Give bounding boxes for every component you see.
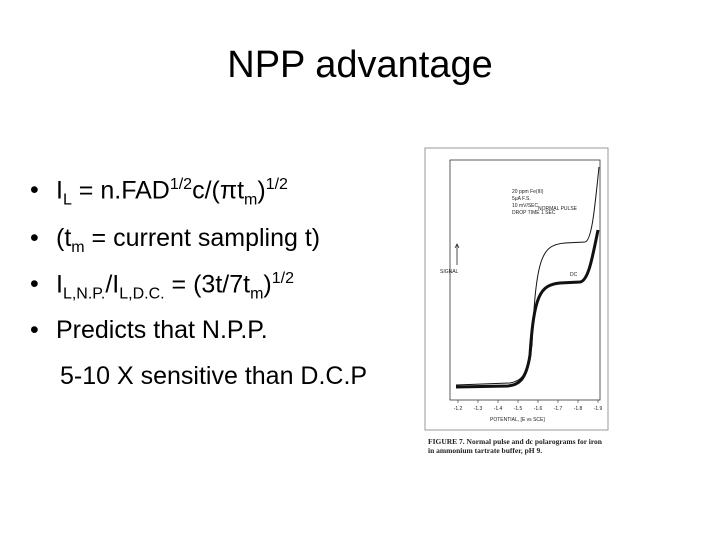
x-tick-label: -1.5 xyxy=(514,406,523,412)
x-tick-label: -1.2 xyxy=(454,406,463,412)
bullet-text: Predicts that N.P.P. xyxy=(56,316,268,344)
bullet: • IL = n.FAD1/2c/(πtm)1/2 xyxy=(30,176,288,209)
condition: 10 mV/SEC xyxy=(512,203,539,209)
condition: DROP TIME 1 SEC xyxy=(512,210,556,216)
bullet-text: (t xyxy=(56,224,72,252)
bullet-text: L,N.P. xyxy=(62,285,106,303)
bullet-dot: • xyxy=(30,176,39,205)
bullet-text: I xyxy=(56,270,63,299)
bullet-text: 1/2 xyxy=(169,176,193,193)
x-axis-label: POTENTIAL, [E vs SCE] xyxy=(490,417,545,423)
bullet-text: ) xyxy=(263,270,272,299)
bullet-text: L,D.C. xyxy=(119,285,165,303)
dc-curve xyxy=(455,229,600,389)
plot-box xyxy=(449,159,601,401)
y-axis-label: SIGNAL xyxy=(440,269,459,275)
bullet-text: 5-10 X sensitive than D.C.P xyxy=(60,362,368,390)
figure-caption: FIGURE 7. Normal pulse and dc polarogram… xyxy=(428,437,602,455)
bullet-text: = current sampling t) xyxy=(84,224,321,252)
x-tick-label: -1.7 xyxy=(554,406,563,412)
bullet-text: I xyxy=(56,176,63,205)
x-tick-label: -1.4 xyxy=(494,406,503,412)
bullet-text: 1/2 xyxy=(271,270,294,287)
bullet-text: m xyxy=(71,239,85,256)
bullet-text: 1/2 xyxy=(265,176,288,193)
condition: 5μA F.S. xyxy=(512,196,531,202)
x-tick-label: -1.9 xyxy=(594,406,603,412)
x-tick-label: -1.6 xyxy=(534,406,543,412)
slide-title: NPP advantage xyxy=(227,44,493,86)
bullet: 5-10 X sensitive than D.C.P xyxy=(60,362,367,391)
bullet-text: m xyxy=(250,285,264,303)
bullet-text: /I xyxy=(105,270,120,299)
bullet-dot: • xyxy=(30,270,39,299)
bullet: • (tm = current sampling t) xyxy=(30,224,320,257)
curve-label: DC xyxy=(570,272,578,278)
bullet-text: c/(πt xyxy=(192,176,245,205)
curve-label: NORMAL PULSE xyxy=(538,206,578,212)
arrow-head xyxy=(454,243,460,249)
bullet-text: L xyxy=(62,191,72,209)
bullet-text: ) xyxy=(257,176,266,205)
bullet-dot: • xyxy=(30,224,39,252)
x-tick-label: -1.3 xyxy=(474,406,483,412)
condition: 20 ppm Fe(III) xyxy=(512,189,544,195)
bullet-text: = (3t/7t xyxy=(164,270,251,299)
x-tick-label: -1.8 xyxy=(574,406,583,412)
bullet: • IL,N.P./IL,D.C. = (3t/7tm)1/2 xyxy=(30,270,294,303)
bullet: • Predicts that N.P.P. xyxy=(30,316,268,345)
bullet-text: m xyxy=(244,191,258,209)
x-ticks: -1.2 -1.3 -1.4 -1.5 -1.6 -1.7 -1.8 -1.9 xyxy=(454,400,603,412)
figure: NORMAL PULSE DC SIGNAL 20 ppm Fe(III)5μA… xyxy=(424,147,609,431)
bullet-text: = n.FAD xyxy=(71,176,170,205)
bullet-dot: • xyxy=(30,316,39,344)
